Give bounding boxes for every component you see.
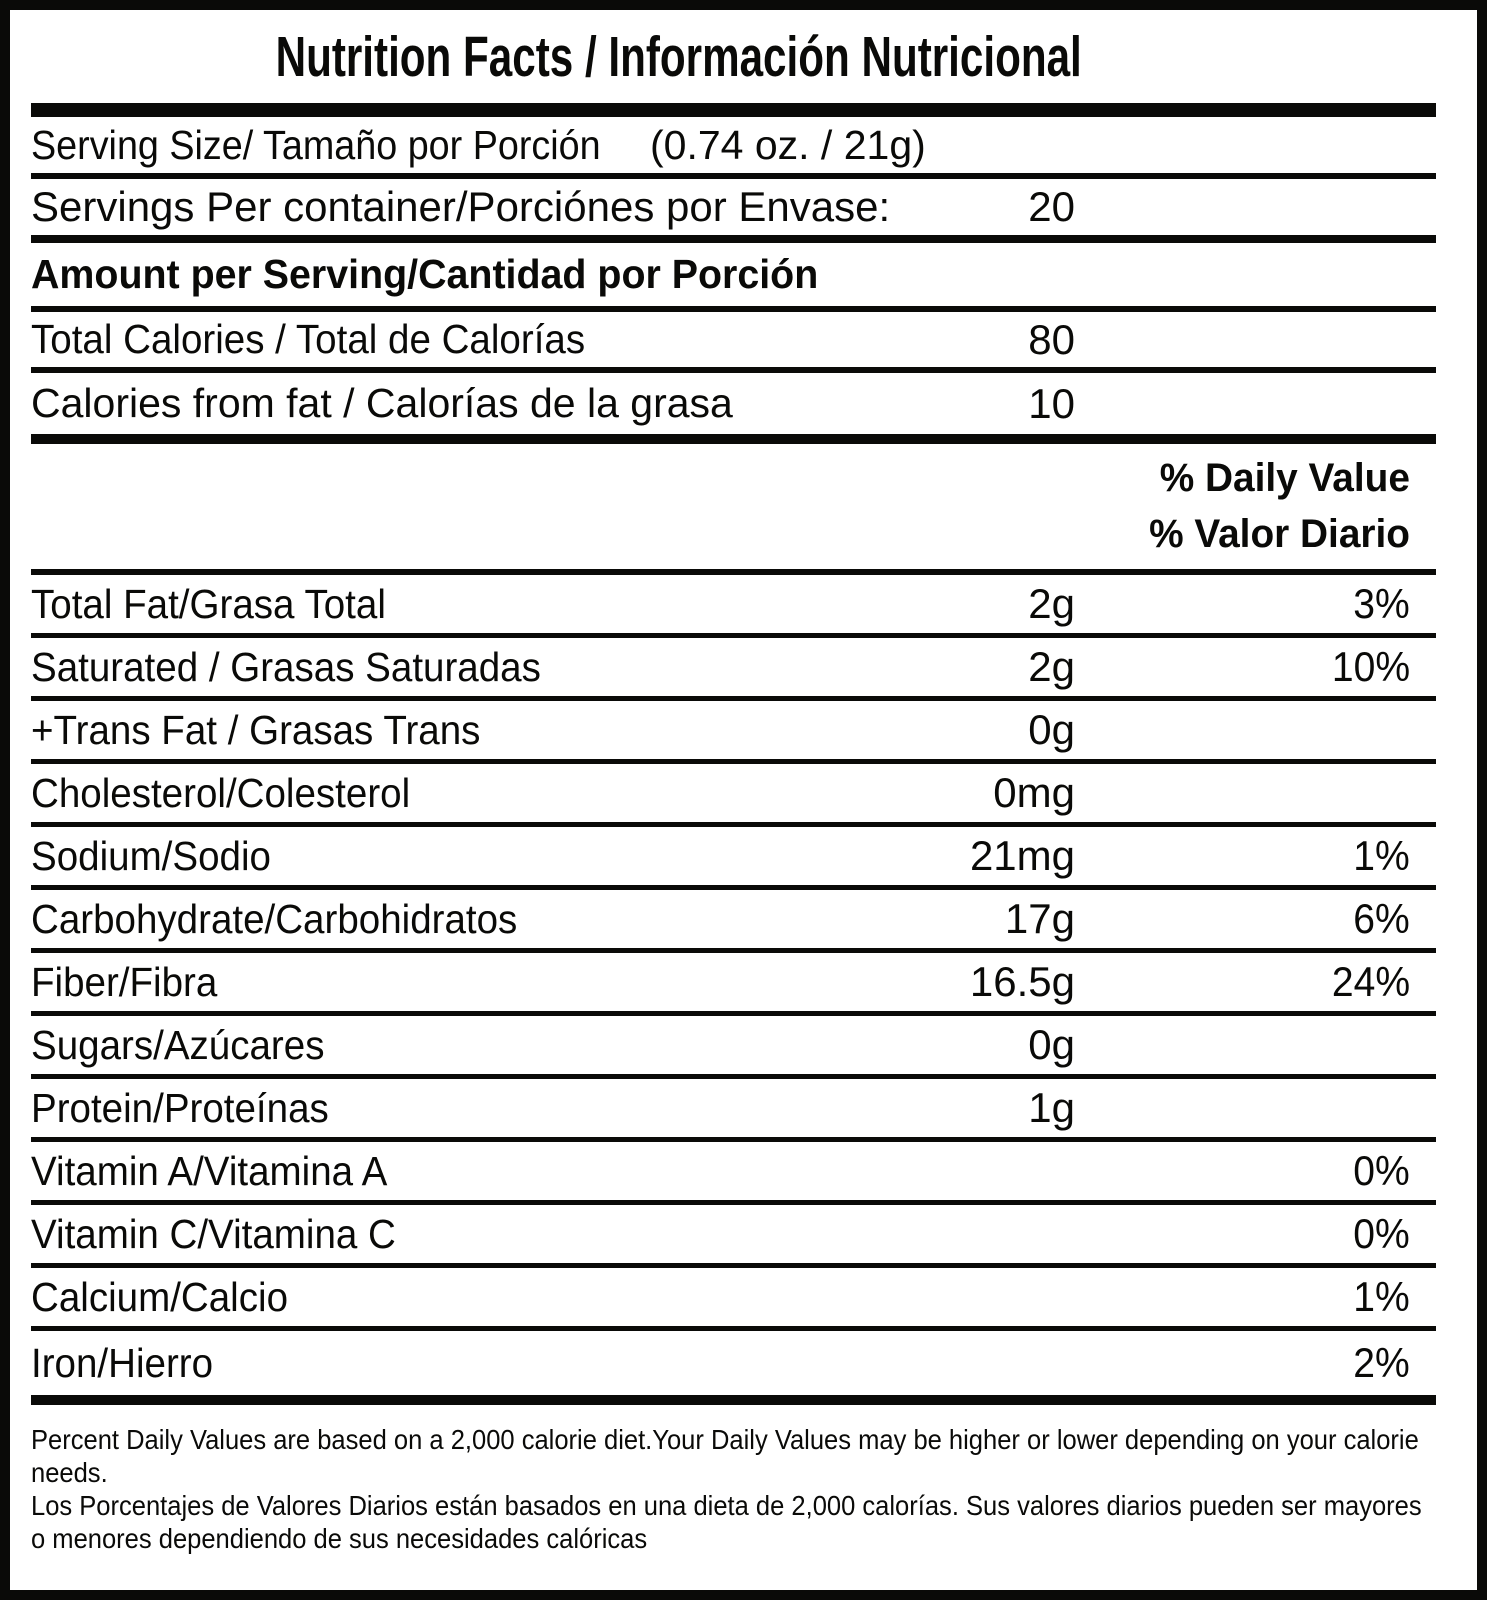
- nutrient-row-calcium: Calcium/Calcio 1%: [31, 1268, 1436, 1331]
- serving-size-row: Serving Size/ Tamaño por Porción (0.74 o…: [31, 117, 1436, 179]
- nutrient-row-sugars: Sugars/Azúcares 0g: [31, 1016, 1436, 1079]
- nutrient-amount: 2g: [1028, 643, 1075, 690]
- nutrient-row-trans-fat: +Trans Fat / Grasas Trans 0g: [31, 701, 1436, 764]
- nutrient-label: Carbohydrate/Carbohidratos: [31, 895, 518, 942]
- nutrient-amount: 17g: [1004, 895, 1075, 942]
- footnote-en: Percent Daily Values are based on a 2,00…: [31, 1424, 1419, 1488]
- nutrient-dv: 1%: [1353, 1273, 1410, 1320]
- nutrient-row-vitamin-a: Vitamin A/Vitamina A 0%: [31, 1142, 1436, 1205]
- nutrient-dv: 1%: [1353, 832, 1410, 879]
- nutrient-label: Calcium/Calcio: [31, 1273, 289, 1320]
- nutrient-dv: 24%: [1331, 958, 1410, 1005]
- nutrient-label: Iron/Hierro: [31, 1339, 214, 1386]
- nutrient-amount: 0g: [1028, 706, 1075, 753]
- total-calories-row: Total Calories / Total de Calorías 80: [31, 312, 1436, 373]
- calories-from-fat-value: 10: [1028, 379, 1075, 427]
- serving-size-label: Serving Size/ Tamaño por Porción: [31, 121, 601, 168]
- amount-per-serving-label: Amount per Serving/Cantidad por Porción: [31, 251, 819, 297]
- nutrient-amount: 1g: [1028, 1084, 1075, 1131]
- nutrient-row-fiber: Fiber/Fibra 16.5g 24%: [31, 953, 1436, 1016]
- nutrient-row-cholesterol: Cholesterol/Colesterol 0mg: [31, 764, 1436, 827]
- nutrient-label: Vitamin C/Vitamina C: [31, 1210, 396, 1257]
- nutrient-label: Protein/Proteínas: [31, 1084, 329, 1131]
- nutrient-dv: 0%: [1353, 1210, 1410, 1257]
- nutrient-row-total-fat: Total Fat/Grasa Total 2g 3%: [31, 575, 1436, 638]
- nutrient-label: Vitamin A/Vitamina A: [31, 1147, 388, 1194]
- calories-from-fat-label: Calories from fat / Calorías de la grasa: [31, 380, 733, 426]
- total-calories-label: Total Calories / Total de Calorías: [31, 316, 586, 362]
- label-content: Nutrition Facts / Información Nutriciona…: [31, 10, 1436, 1555]
- calories-from-fat-row: Calories from fat / Calorías de la grasa…: [31, 373, 1436, 444]
- nutrient-row-iron: Iron/Hierro 2%: [31, 1331, 1436, 1405]
- nutrient-row-saturated-fat: Saturated / Grasas Saturadas 2g 10%: [31, 638, 1436, 701]
- servings-per-container-label: Servings Per container/Porciónes por Env…: [31, 183, 891, 230]
- daily-value-header-es: % Valor Diario: [1149, 512, 1410, 557]
- daily-value-header-en: % Daily Value: [1159, 455, 1410, 500]
- nutrient-dv: 0%: [1353, 1147, 1410, 1194]
- servings-per-container-row: Servings Per container/Porciónes por Env…: [31, 179, 1436, 243]
- nutrient-label: Sodium/Sodio: [31, 832, 271, 879]
- nutrient-dv: 2%: [1353, 1339, 1410, 1386]
- label-title-block: Nutrition Facts / Información Nutriciona…: [31, 10, 1436, 103]
- nutrient-row-protein: Protein/Proteínas 1g: [31, 1079, 1436, 1142]
- nutrient-amount: 0mg: [993, 769, 1075, 816]
- nutrient-amount: 0g: [1028, 1021, 1075, 1068]
- nutrient-label: +Trans Fat / Grasas Trans: [31, 706, 481, 753]
- daily-value-header: % Daily Value % Valor Diario: [31, 444, 1436, 575]
- nutrient-label: Saturated / Grasas Saturadas: [31, 643, 541, 690]
- nutrient-label: Sugars/Azúcares: [31, 1021, 325, 1068]
- nutrient-row-vitamin-c: Vitamin C/Vitamina C 0%: [31, 1205, 1436, 1268]
- total-calories-value: 80: [1028, 315, 1075, 363]
- serving-size-value: (0.74 oz. / 21g): [650, 121, 926, 168]
- nutrient-label: Fiber/Fibra: [31, 958, 218, 1005]
- nutrient-amount: 16.5g: [969, 958, 1075, 1005]
- label-title: Nutrition Facts / Información Nutriciona…: [275, 24, 1082, 89]
- nutrient-label: Cholesterol/Colesterol: [31, 769, 411, 816]
- nutrient-dv: 3%: [1353, 580, 1410, 627]
- servings-per-container-value: 20: [1028, 183, 1075, 230]
- nutrient-row-carbohydrate: Carbohydrate/Carbohidratos 17g 6%: [31, 890, 1436, 953]
- nutrient-dv: 6%: [1353, 895, 1410, 942]
- footnote-es: Los Porcentajes de Valores Diarios están…: [31, 1490, 1422, 1554]
- nutrient-amount: 2g: [1028, 580, 1075, 627]
- title-divider-bar: [31, 103, 1436, 117]
- nutrient-amount: 21mg: [969, 832, 1075, 879]
- nutrient-dv: 10%: [1331, 643, 1410, 690]
- nutrient-label: Total Fat/Grasa Total: [31, 580, 386, 627]
- nutrient-row-sodium: Sodium/Sodio 21mg 1%: [31, 827, 1436, 890]
- amount-per-serving-header: Amount per Serving/Cantidad por Porción: [31, 243, 1436, 312]
- footnote-block: Percent Daily Values are based on a 2,00…: [31, 1405, 1436, 1555]
